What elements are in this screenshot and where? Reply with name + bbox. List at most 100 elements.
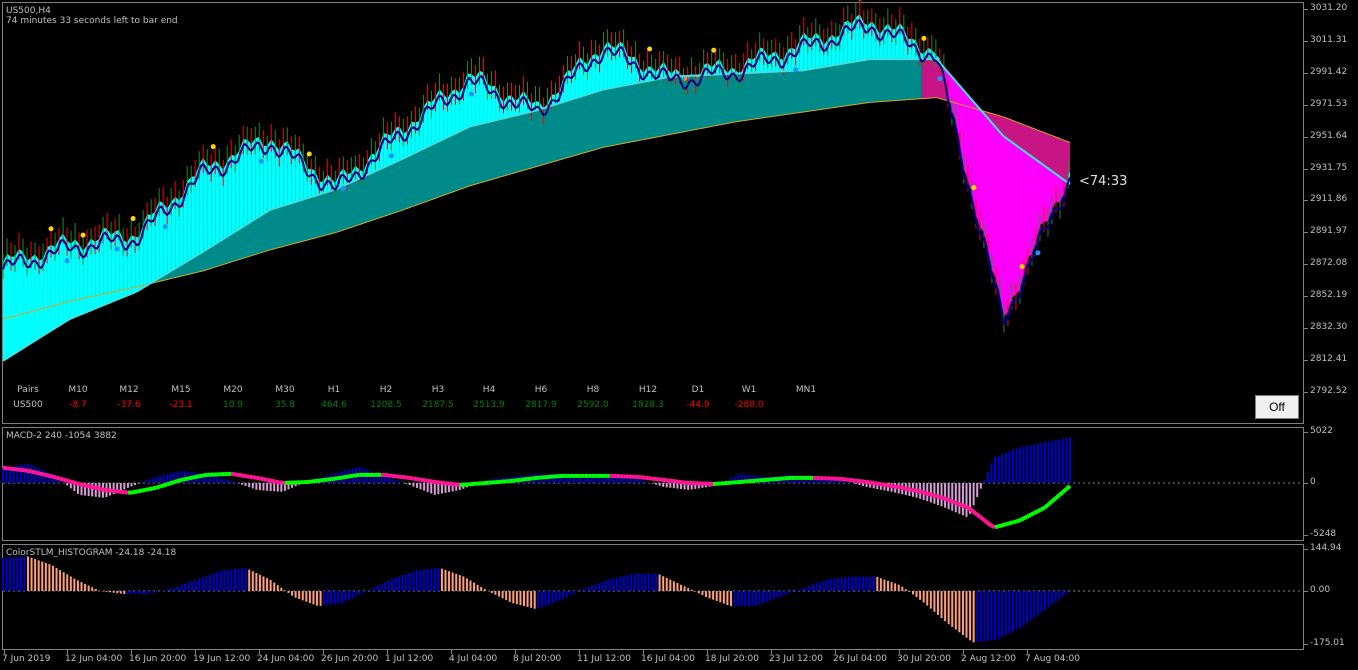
trend-cloud-segment [235,150,240,232]
macd-signal-segment [1005,521,1010,527]
macd-signal-segment [131,489,136,495]
macd-signal-segment [880,482,885,487]
macd-signal-segment [940,495,946,501]
trend-cloud-segment [103,227,108,306]
trend-cloud-segment [1063,176,1068,194]
macd-signal-segment [891,483,896,489]
trend-cloud-segment [179,195,184,267]
macd-signal-segment [341,474,346,480]
trend-cloud-segment [475,70,480,126]
macd-signal-segment [70,479,75,485]
macd-signal-segment [273,479,279,485]
trend-cloud-segment [123,240,128,298]
price-label: 3031.20 [1310,3,1348,13]
trend-cloud-segment [203,157,208,252]
macd-signal-segment [91,485,97,490]
macd-signal-segment [1008,520,1014,526]
trend-cloud-segment [75,239,80,317]
trend-cloud-segment [479,70,484,125]
trend-cloud-segment [83,245,88,314]
fractal-up-marker [971,185,977,191]
trend-cloud-segment [591,53,596,94]
trend-cloud-segment [67,240,72,321]
price-tick [1304,104,1308,106]
signal-line [2,19,1071,326]
trend-cloud-segment [979,109,984,233]
mtf-header: Pairs [17,385,39,395]
macd-signal-segment [102,487,107,493]
macd-signal-segment [159,483,165,489]
time-label: 12 Jun 04:00 [65,654,123,664]
macd-signal-segment [986,521,993,528]
price-tick [1304,264,1308,266]
trend-cloud-segment [295,147,300,202]
trend-cloud-segment [1027,153,1032,259]
trend-cloud-segment [227,154,232,237]
time-tick [835,650,836,654]
axis-tick [1304,432,1308,433]
trend-cloud-segment [835,34,840,65]
price-label: 2931.75 [1310,162,1348,173]
macd-signal-segment [962,503,968,509]
time-tick [259,650,260,654]
time-tick [579,650,580,654]
trend-cloud-segment [843,20,848,64]
trend-cloud-segment [43,247,48,336]
trend-cloud-segment [875,26,880,60]
macd-signal-segment [162,482,168,488]
time-label: 24 Jun 04:00 [257,654,315,664]
macd-signal-segment [148,486,154,492]
axis-tick [1304,644,1308,645]
time-label: 19 Jun 12:00 [193,654,251,664]
off-button[interactable]: Off [1255,395,1299,419]
fractal-down-marker [937,76,943,82]
fractal-up-marker [130,216,136,222]
time-tick [195,650,196,654]
trend-cloud-segment [171,196,176,271]
trend-cloud-segment [255,137,260,219]
stlm-axis-label: 144.94 [1310,543,1342,553]
macd-signal-segment [912,488,917,493]
trend-cloud-segment [955,81,960,145]
macd-signal-segment [170,480,175,486]
trend-cloud-segment [283,140,288,206]
macd-axis-label: -5248 [1310,529,1337,539]
macd-signal-segment [1047,499,1054,506]
trend-cloud-segment [243,139,248,227]
price-tick [1304,72,1308,74]
mtf-header: MN1 [795,385,817,395]
trend-cloud-segment [1059,177,1064,203]
macd-pane[interactable] [2,427,1304,541]
trend-cloud-segment [163,202,168,276]
stlm-pane[interactable] [2,544,1304,650]
mtf-value: -44.9 [686,400,710,410]
time-label: 26 Jun 20:00 [321,654,379,664]
macd-signal-segment [955,501,961,507]
macd-signal-segment [198,473,204,479]
macd-signal-segment [77,481,82,487]
trend-cloud-segment [91,238,96,311]
fractal-down-marker [340,185,346,191]
trend-cloud-segment [723,68,728,75]
trend-cloud-segment [563,70,568,102]
macd-signal-segment [352,473,357,478]
trend-cloud-segment [919,51,924,60]
mtf-value: 2817.9 [525,400,557,410]
main-chart-pane[interactable] [2,2,1304,424]
trend-cloud-segment [111,231,116,303]
trend-cloud-segment [911,38,916,60]
trend-cloud-segment [507,95,512,118]
trend-cloud-segment [1047,168,1052,222]
mtf-value: -8.7 [69,400,87,410]
trend-cloud-segment [187,176,192,262]
macd-signal-segment [1019,516,1025,523]
price-label: 2832.30 [1310,322,1348,332]
trend-cloud-segment [567,70,572,101]
price-label: 3011.31 [1310,34,1348,45]
trend-cloud-segment [883,23,888,60]
macd-signal-segment [241,473,246,479]
trend-cloud-segment [791,47,796,71]
time-tick [963,650,964,654]
trend-cloud-segment [199,157,204,254]
macd-signal-segment [898,485,903,490]
